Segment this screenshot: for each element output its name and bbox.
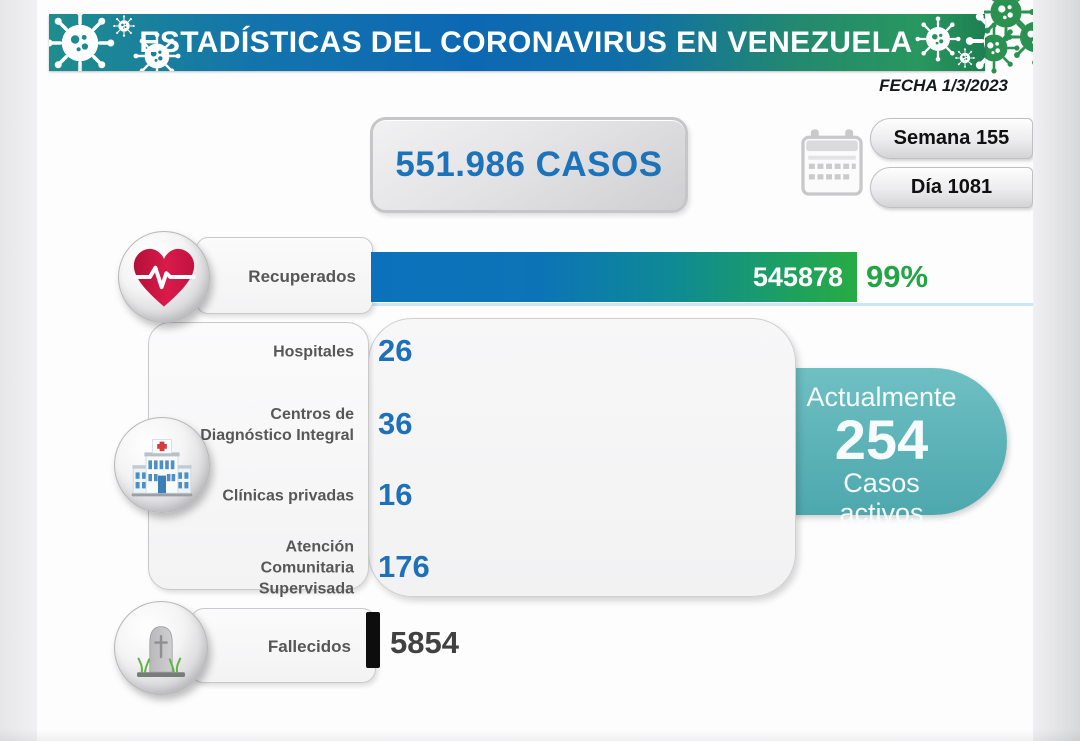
hospital-icon <box>122 426 202 506</box>
facility-value-hospitales: 26 <box>378 333 412 369</box>
deceased-bar <box>366 612 380 668</box>
calendar-icon <box>799 117 865 209</box>
virus-icon <box>965 14 985 71</box>
total-cases-box: 551.986 CASOS <box>370 117 688 213</box>
active-cases-subcaption: Casos activos <box>802 468 961 528</box>
report-date: FECHA 1/3/2023 <box>879 76 1008 96</box>
bottom-edge-shadow <box>0 729 1080 741</box>
facilities-circle <box>114 417 210 513</box>
deceased-value: 5854 <box>390 608 459 683</box>
left-edge-strip <box>0 0 37 741</box>
day-badge: Día 1081 <box>870 167 1033 208</box>
active-cases-box: Actualmente 254 Casos activos <box>792 368 1007 515</box>
virus-icon <box>133 32 181 71</box>
recovered-bar: 545878 <box>371 252 857 302</box>
total-cases-value: 551.986 CASOS <box>373 120 685 210</box>
infographic-canvas: ESTADÍSTICAS DEL CORONAVIRUS EN VENEZUEL… <box>0 0 1080 741</box>
tombstone-icon <box>121 609 201 689</box>
facilities-panel <box>368 318 796 597</box>
recovered-percent: 99% <box>866 252 928 302</box>
header-banner: ESTADÍSTICAS DEL CORONAVIRUS EN VENEZUEL… <box>49 14 985 71</box>
facility-value-clinicas: 16 <box>378 477 412 513</box>
facility-label: Hospitales <box>149 342 368 363</box>
recovered-circle <box>118 231 210 323</box>
virus-icon <box>1006 8 1033 66</box>
week-badge: Semana 155 <box>870 118 1033 159</box>
recovered-label: Recuperados <box>196 237 373 314</box>
deceased-circle <box>114 601 208 695</box>
facility-value-atencion: 176 <box>378 549 430 585</box>
page-title: ESTADÍSTICAS DEL CORONAVIRUS EN VENEZUEL… <box>49 14 985 71</box>
active-cases-value: 254 <box>802 412 961 468</box>
virus-icon <box>113 15 135 37</box>
heart-pulse-icon <box>125 238 203 316</box>
bar-underline <box>371 303 1035 306</box>
facility-label: Atención Comunitaria Supervisada <box>149 537 368 600</box>
right-edge-strip <box>1033 0 1080 741</box>
facility-value-cdi: 36 <box>378 406 412 442</box>
virus-icon <box>49 14 115 71</box>
deceased-label: Fallecidos <box>190 608 376 683</box>
corner-virus-decoration <box>984 0 1033 80</box>
